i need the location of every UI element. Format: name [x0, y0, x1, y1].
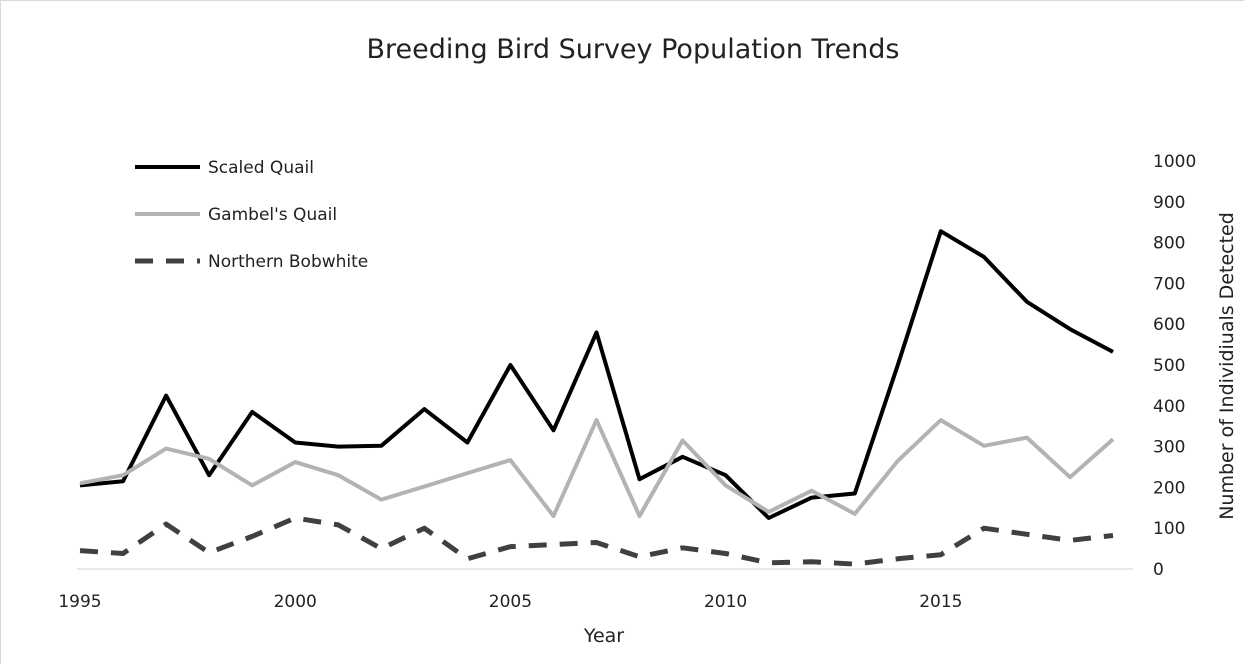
y-tick-label: 0 [1153, 560, 1164, 580]
chart-title: Breeding Bird Survey Population Trends [367, 34, 900, 65]
legend-label: Scaled Quail [208, 158, 314, 178]
y-tick-label: 500 [1153, 356, 1185, 376]
y-tick-label: 900 [1153, 193, 1185, 213]
series-lines [79, 229, 1115, 567]
x-tick-label: 1995 [58, 592, 101, 612]
y-tick-label: 400 [1153, 397, 1185, 417]
x-axis-title: Year [583, 625, 624, 647]
x-tick-label: 2000 [274, 592, 317, 612]
series-line [79, 515, 1114, 567]
legend-label: Northern Bobwhite [208, 252, 368, 272]
y-tick-label: 100 [1153, 519, 1185, 539]
y-tick-label: 800 [1153, 234, 1185, 254]
x-tick-labels: 1995 2000 2005 2010 2015 [58, 592, 962, 612]
y-tick-label: 300 [1153, 438, 1185, 458]
x-tick-label: 2010 [704, 592, 747, 612]
y-tick-labels: 0 100 200 300 400 500 600 700 800 900 1000 [1153, 152, 1196, 580]
legend-label: Gambel's Quail [208, 205, 337, 225]
y-axis-title: Number of Individiuals Detected [1216, 212, 1238, 520]
x-tick-label: 2015 [919, 592, 962, 612]
series-line [79, 229, 1114, 520]
legend: Scaled Quail Gambel's Quail Northern Bobwh… [135, 158, 368, 272]
series-line [79, 418, 1115, 518]
y-tick-label: 1000 [1153, 152, 1196, 172]
y-tick-label: 200 [1153, 478, 1185, 498]
y-tick-label: 600 [1153, 315, 1185, 335]
y-tick-label: 700 [1153, 274, 1185, 294]
x-tick-label: 2005 [489, 592, 532, 612]
